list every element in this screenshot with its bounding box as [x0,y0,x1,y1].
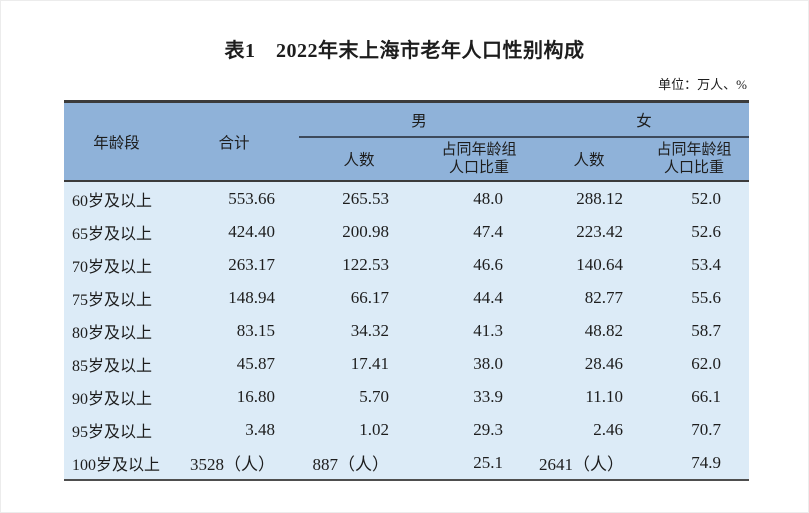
total-cell: 263.17 [169,248,299,281]
table-row: 80岁及以上 83.15 34.32 41.3 48.82 58.7 [64,314,750,347]
male-share-cell: 25.1 [419,446,540,479]
age-cell: 100岁及以上 [64,446,169,479]
female-share-cell: 55.6 [639,281,750,314]
female-count-cell: 2.46 [539,413,640,446]
age-cell: 95岁及以上 [64,413,169,446]
header-male-share: 占同年龄组 人口比重 [419,138,540,182]
male-share-cell: 47.4 [419,215,540,248]
male-count-cell: 265.53 [299,182,419,215]
male-count-cell: 66.17 [299,281,419,314]
male-share-cell: 48.0 [419,182,540,215]
female-share-cell: 52.0 [639,182,750,215]
table-row: 85岁及以上 45.87 17.41 38.0 28.46 62.0 [64,347,750,380]
male-count-cell: 200.98 [299,215,419,248]
table-row: 70岁及以上 263.17 122.53 46.6 140.64 53.4 [64,248,750,281]
unit-note: 单位：万人、% [658,77,747,92]
total-cell: 45.87 [169,347,299,380]
female-share-cell: 58.7 [639,314,750,347]
female-share-cell: 66.1 [639,380,750,413]
male-count-cell: 122.53 [299,248,419,281]
total-cell: 3528（人） [169,446,299,479]
page-title: 表1 2022年末上海市老年人口性别构成 [224,40,585,62]
total-cell: 553.66 [169,182,299,215]
female-count-cell: 2641（人） [539,446,640,479]
female-share-cell: 62.0 [639,347,750,380]
male-count-cell: 887（人） [299,446,419,479]
age-cell: 90岁及以上 [64,380,169,413]
header-male-share-line2: 人口比重 [449,160,510,176]
male-share-cell: 33.9 [419,380,540,413]
header-female-share-line2: 人口比重 [664,160,725,176]
population-table: 年龄段 合计 男 女 人数 占同年龄组 人口比重 人数 占同年龄组 人口比重 [64,100,750,481]
male-count-cell: 1.02 [299,413,419,446]
total-cell: 3.48 [169,413,299,446]
table-row: 60岁及以上 553.66 265.53 48.0 288.12 52.0 [64,182,750,215]
female-share-cell: 52.6 [639,215,750,248]
male-count-cell: 17.41 [299,347,419,380]
male-count-cell: 5.70 [299,380,419,413]
age-cell: 75岁及以上 [64,281,169,314]
header-female-count: 人数 [539,138,640,182]
header-age-group: 年龄段 [64,103,169,182]
female-count-cell: 288.12 [539,182,640,215]
total-cell: 148.94 [169,281,299,314]
table-row: 100岁及以上 3528（人） 887（人） 25.1 2641（人） 74.9 [64,446,750,479]
table-row: 90岁及以上 16.80 5.70 33.9 11.10 66.1 [64,380,750,413]
age-cell: 60岁及以上 [64,182,169,215]
age-cell: 85岁及以上 [64,347,169,380]
female-share-cell: 70.7 [639,413,750,446]
male-count-cell: 34.32 [299,314,419,347]
header-female-share: 占同年龄组 人口比重 [639,138,750,182]
header-male-count: 人数 [299,138,419,182]
male-share-cell: 44.4 [419,281,540,314]
total-cell: 16.80 [169,380,299,413]
age-cell: 80岁及以上 [64,314,169,347]
female-count-cell: 11.10 [539,380,640,413]
total-cell: 424.40 [169,215,299,248]
table-row: 65岁及以上 424.40 200.98 47.4 223.42 52.6 [64,215,750,248]
header-total: 合计 [169,103,299,182]
male-share-cell: 38.0 [419,347,540,380]
age-cell: 65岁及以上 [64,215,169,248]
header-female-group: 女 [539,103,750,138]
male-share-cell: 46.6 [419,248,540,281]
male-share-cell: 29.3 [419,413,540,446]
header-male-group: 男 [299,103,540,138]
female-count-cell: 28.46 [539,347,640,380]
table-header: 年龄段 合计 男 女 人数 占同年龄组 人口比重 人数 占同年龄组 人口比重 [64,103,750,182]
female-share-cell: 74.9 [639,446,750,479]
female-count-cell: 82.77 [539,281,640,314]
age-cell: 70岁及以上 [64,248,169,281]
female-share-cell: 53.4 [639,248,750,281]
female-count-cell: 140.64 [539,248,640,281]
table-row: 95岁及以上 3.48 1.02 29.3 2.46 70.7 [64,413,750,446]
header-female-share-line1: 占同年龄组 [656,142,732,158]
female-count-cell: 48.82 [539,314,640,347]
total-cell: 83.15 [169,314,299,347]
female-count-cell: 223.42 [539,215,640,248]
table-row: 75岁及以上 148.94 66.17 44.4 82.77 55.6 [64,281,750,314]
header-male-share-line1: 占同年龄组 [441,142,517,158]
male-share-cell: 41.3 [419,314,540,347]
table-body: 60岁及以上 553.66 265.53 48.0 288.12 52.0 65… [64,182,750,479]
